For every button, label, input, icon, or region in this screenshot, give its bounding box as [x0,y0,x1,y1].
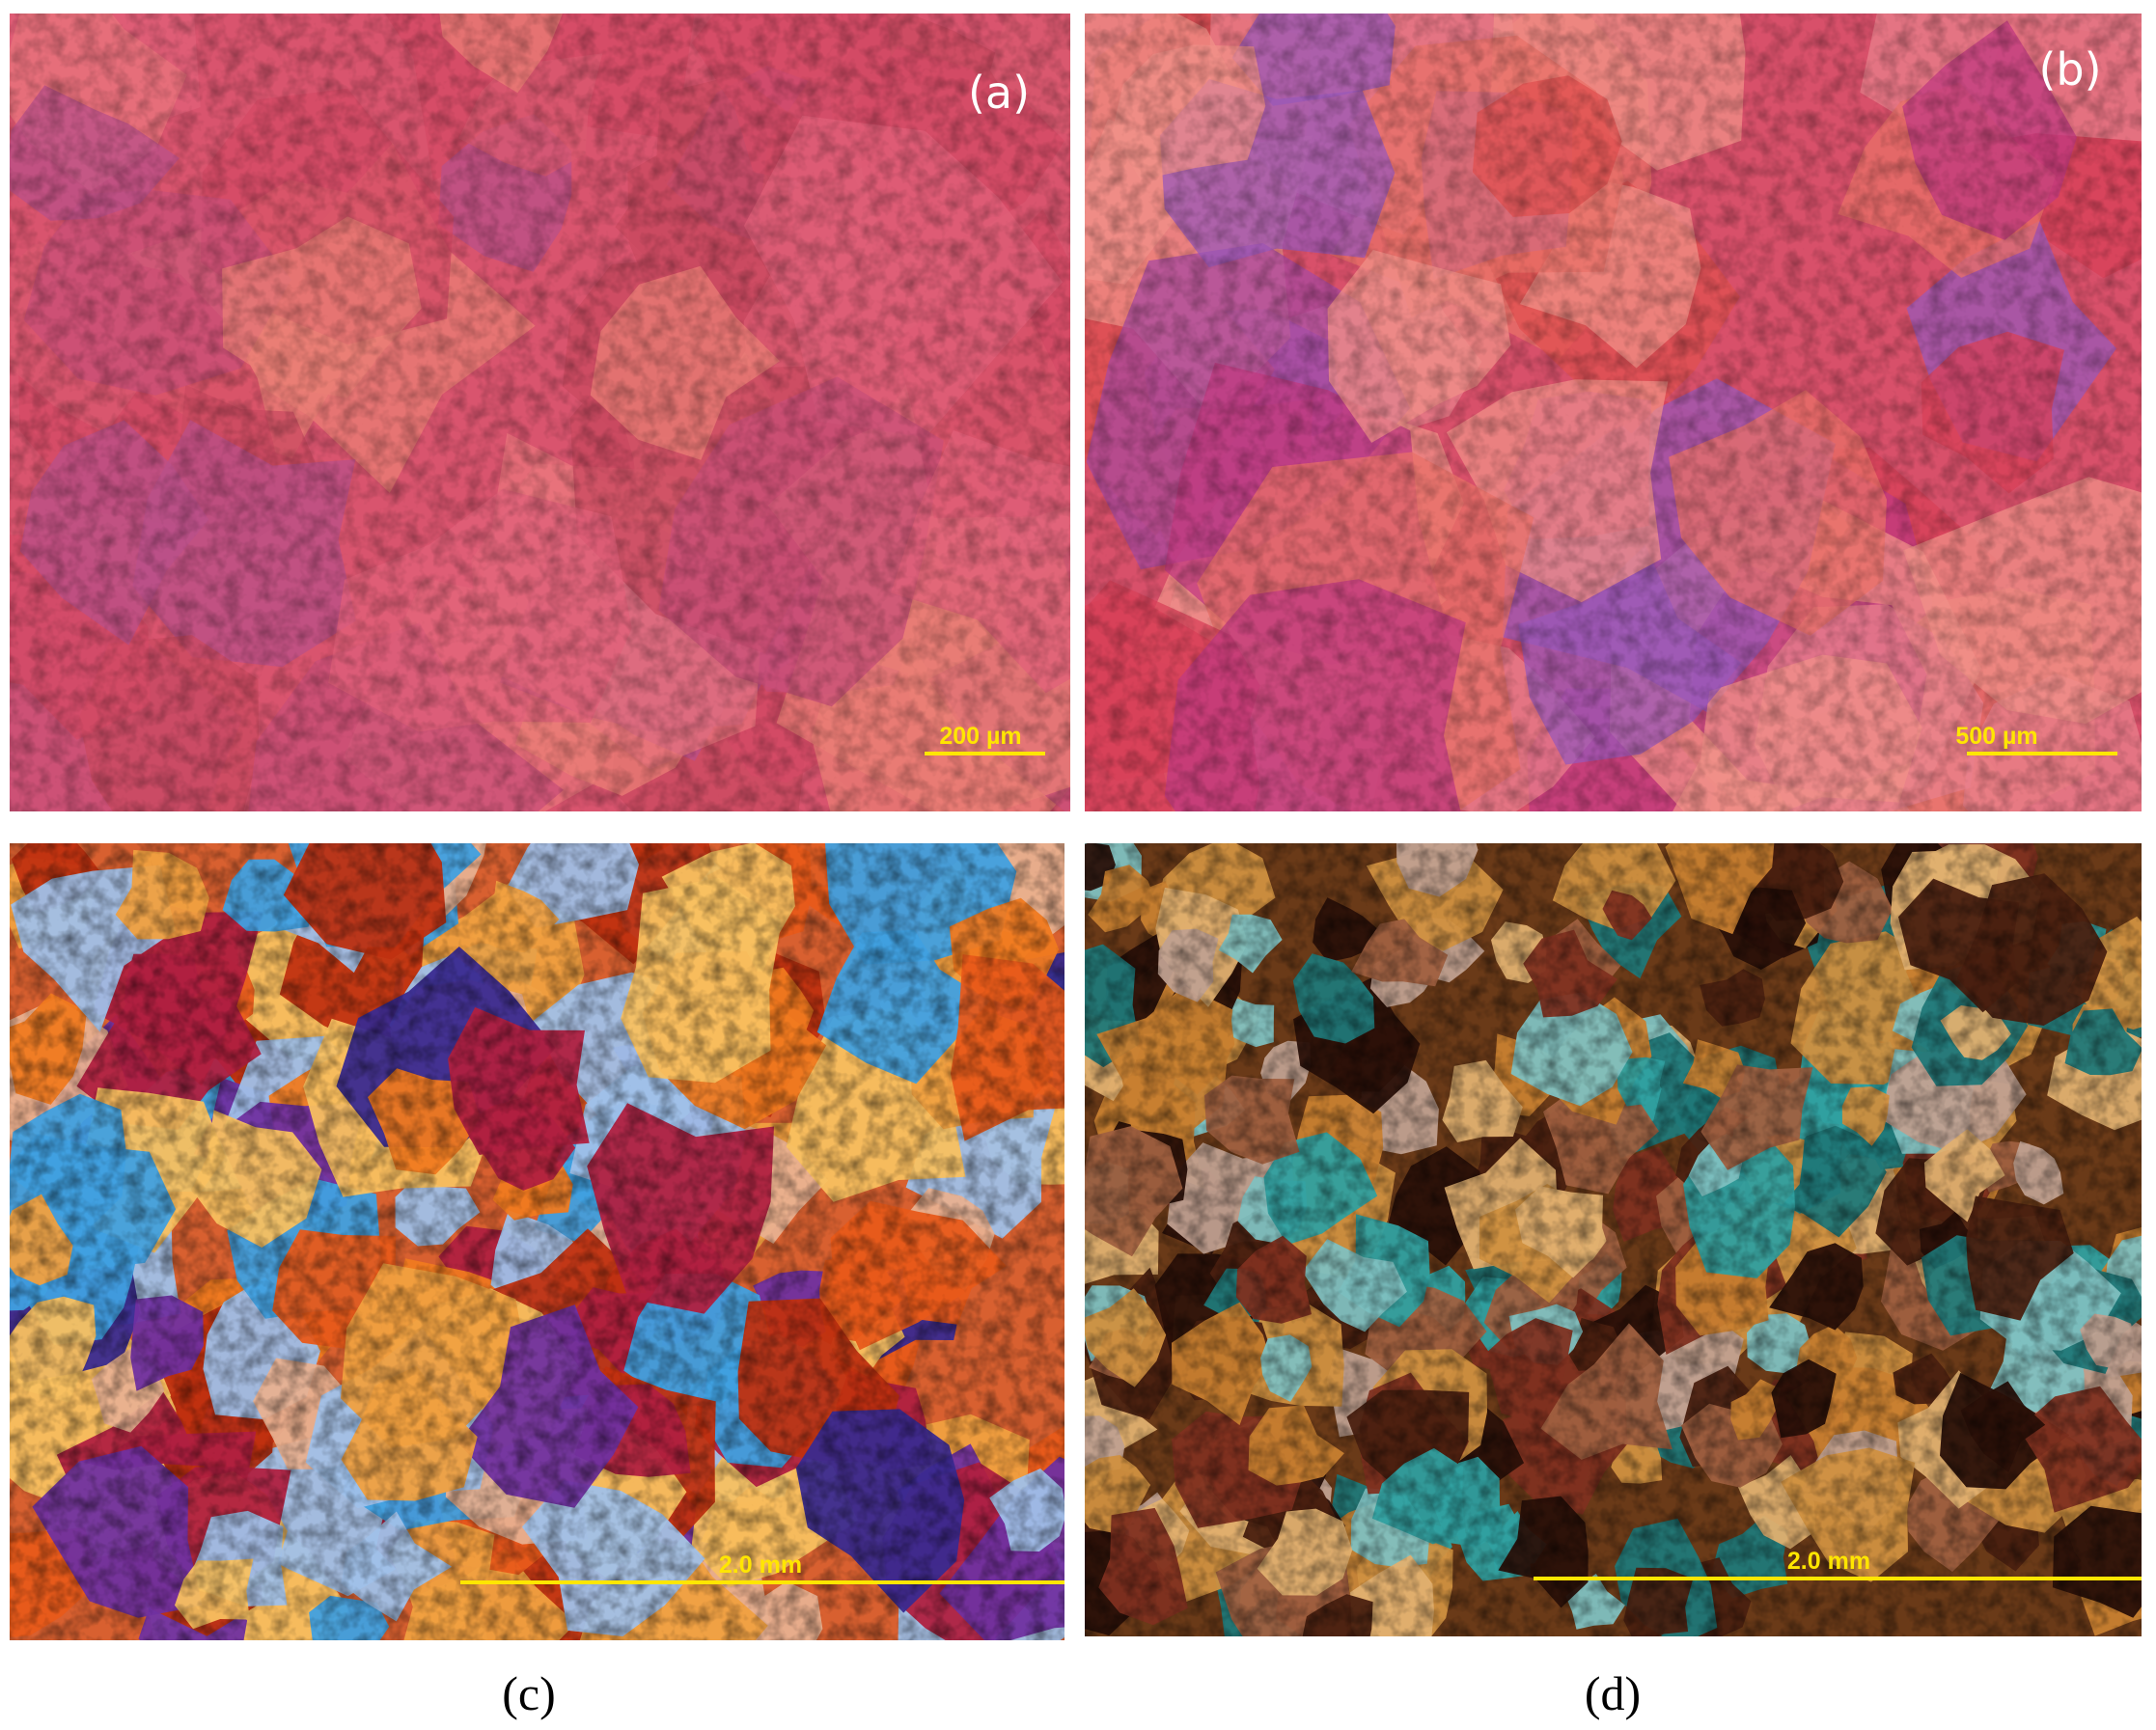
micrograph [1085,14,2142,811]
micrograph [1085,843,2142,1636]
panel-label: (a) [968,67,1030,119]
panel-label: (b) [2038,43,2101,96]
scale-bar-label: 2.0 mm [719,1552,802,1579]
micrograph [10,14,1070,811]
panel-caption: (c) [502,1666,556,1720]
scale-bar-label: 2.0 mm [1787,1548,1870,1575]
dendrite-texture [1085,14,2142,811]
panel-caption: (d) [1585,1666,1641,1720]
dendrite-texture [10,14,1070,811]
dendrite-texture [1085,843,2142,1636]
micrograph [10,843,1064,1640]
annotations: (a) (b) 200 µm 500 µm 2.0 mm 2.0 mm (c) … [460,43,2142,1720]
dendrite-texture [10,843,1064,1640]
scale-bar-label: 200 µm [939,723,1021,750]
scale-bar-label: 500 µm [1955,723,2037,750]
